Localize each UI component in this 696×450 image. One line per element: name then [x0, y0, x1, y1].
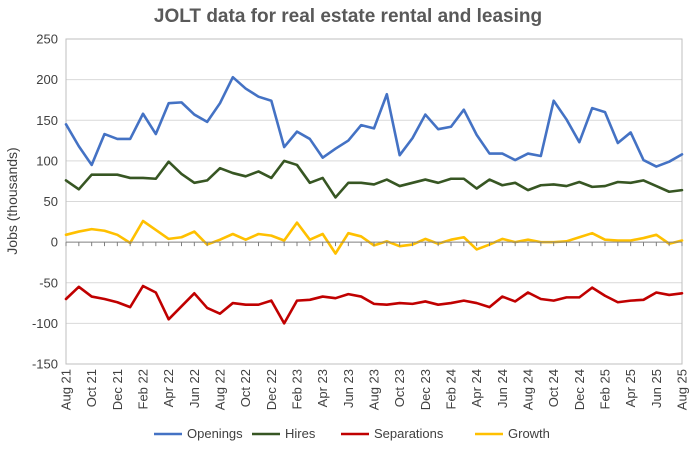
x-tick-label: Apr 24: [469, 369, 484, 407]
y-tick-label: 150: [36, 113, 58, 128]
x-tick-label: Jun 25: [649, 369, 664, 408]
x-tick-label: Apr 23: [315, 369, 330, 407]
gridlines: [66, 38, 682, 365]
y-tick-label: -100: [32, 316, 58, 331]
x-tick-label: Aug 24: [521, 369, 536, 410]
y-tick-label: 250: [36, 32, 58, 47]
series-line-separations: [64, 284, 684, 325]
series-line-growth: [64, 219, 684, 255]
legend-label-openings: Openings: [187, 426, 243, 441]
series-line-hires: [64, 159, 684, 199]
x-tick-label: Feb 23: [290, 369, 305, 409]
x-tick-label: Feb 22: [136, 369, 151, 409]
x-tick-label: Jun 24: [495, 369, 510, 408]
y-tick-label: 100: [36, 153, 58, 168]
y-axis: -150 -100 -50 0 50 100 150 200 250: [32, 32, 58, 372]
x-tick-label: Oct 22: [238, 369, 253, 407]
y-axis-title: Jobs (thousands): [4, 147, 20, 254]
series-line-openings: [64, 75, 684, 168]
y-tick-label: -150: [32, 357, 58, 372]
x-tick-label: Oct 21: [84, 369, 99, 407]
x-tick-label: Feb 25: [598, 369, 613, 409]
x-axis: Aug 21 Oct 21 Dec 21 Feb 22 Apr 22 Jun 22 Aug …: [59, 241, 690, 410]
x-tick-label: Dec 21: [110, 369, 125, 410]
y-tick-label: -50: [39, 275, 58, 290]
series-lines: [64, 75, 684, 325]
x-tick-label: Oct 23: [392, 369, 407, 407]
x-tick-label: Aug 25: [675, 369, 690, 410]
x-tick-label: Feb 24: [444, 369, 459, 409]
chart-title: JOLT data for real estate rental and lea…: [153, 6, 543, 27]
x-tick-label: Dec 24: [572, 369, 587, 410]
plot-area-frame: [65, 38, 683, 365]
x-tick-label: Aug 23: [367, 369, 382, 410]
y-tick-label: 50: [44, 194, 58, 209]
x-tick-label: Aug 22: [213, 369, 228, 410]
y-tick-label: 0: [51, 235, 58, 250]
x-tick-label: Dec 23: [418, 369, 433, 410]
x-tick-label: Dec 22: [264, 369, 279, 410]
x-tick-label: Aug 21: [59, 369, 74, 410]
x-tick-label: Apr 25: [623, 369, 638, 407]
y-tick-label: 200: [36, 72, 58, 87]
legend-label-growth: Growth: [508, 426, 550, 441]
legend-label-hires: Hires: [285, 426, 316, 441]
legend-label-separations: Separations: [374, 426, 444, 441]
x-tick-label: Jun 22: [187, 369, 202, 408]
legend: Openings Hires Separations Growth: [154, 426, 550, 441]
x-tick-label: Oct 24: [546, 369, 561, 407]
x-tick-label: Jun 23: [341, 369, 356, 408]
x-tick-label: Apr 22: [161, 369, 176, 407]
